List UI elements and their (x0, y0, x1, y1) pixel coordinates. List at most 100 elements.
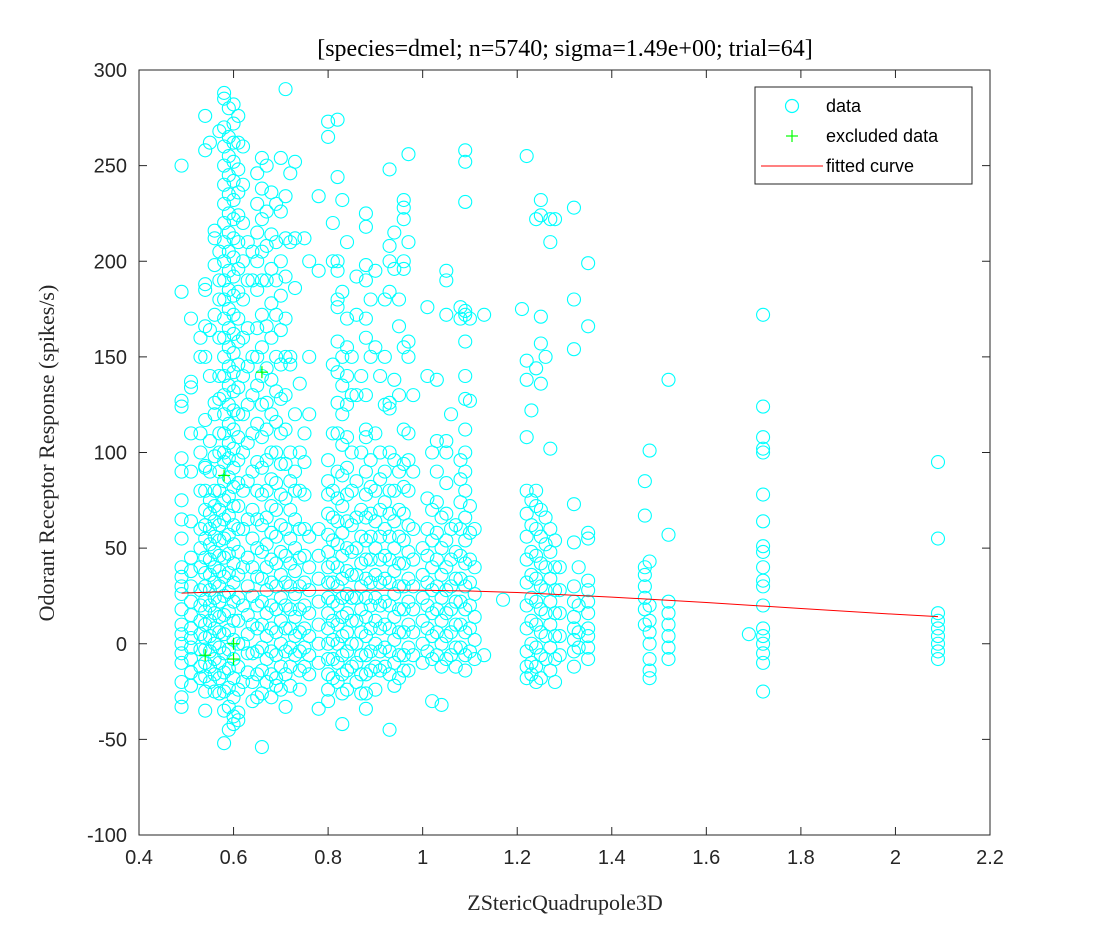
data-point (358, 219, 373, 234)
data-point (533, 602, 548, 617)
data-point (297, 621, 312, 636)
data-point (756, 544, 771, 560)
data-point (524, 667, 539, 682)
data-point (339, 682, 355, 697)
data-point (250, 349, 265, 364)
data-point (462, 393, 477, 408)
data-point (240, 273, 255, 288)
data-point (226, 365, 241, 380)
data-point (382, 445, 397, 460)
data-point (183, 678, 199, 693)
data-point (448, 544, 463, 560)
data-point (581, 256, 596, 271)
data-point (217, 426, 232, 441)
data-point (202, 521, 217, 537)
data-point (756, 629, 771, 644)
data-point (231, 453, 246, 468)
data-point (661, 372, 676, 387)
data-point (477, 307, 492, 322)
data-point (330, 365, 345, 380)
data-point (406, 388, 421, 403)
data-point (311, 548, 326, 563)
data-point (453, 617, 468, 632)
y-tick-label: 200 (94, 251, 127, 273)
data-point (377, 349, 392, 364)
data-point (524, 544, 539, 560)
data-point (231, 682, 246, 697)
data-point (302, 560, 317, 575)
data-point (264, 330, 279, 345)
data-point (311, 655, 326, 670)
data-point (202, 368, 217, 384)
data-point (401, 483, 416, 498)
data-point (297, 487, 312, 502)
data-point (235, 598, 251, 613)
data-point (458, 445, 473, 460)
data-point (443, 552, 459, 567)
data-point (183, 374, 199, 389)
data-point (391, 292, 407, 307)
data-point (278, 644, 293, 659)
data-point (254, 212, 269, 227)
data-point (245, 349, 260, 364)
data-point (311, 636, 326, 651)
data-point (396, 254, 411, 269)
data-point (524, 403, 539, 418)
data-point (387, 372, 402, 387)
data-point (358, 430, 373, 445)
data-point (387, 225, 402, 240)
data-point (434, 697, 449, 713)
data-point (311, 701, 326, 716)
data-point (354, 667, 369, 682)
data-point (269, 384, 284, 399)
data-point (254, 739, 269, 755)
data-point (443, 521, 459, 537)
data-point (217, 736, 232, 751)
data-point (354, 625, 369, 640)
data-point (391, 671, 407, 686)
data-point (401, 617, 416, 632)
legend-label-fit: fitted curve (826, 156, 914, 176)
data-point (377, 571, 392, 586)
data-point (543, 212, 558, 227)
data-point (193, 349, 208, 364)
data-point (335, 437, 350, 452)
data-point (373, 621, 388, 636)
data-point (207, 407, 222, 422)
data-point (344, 590, 359, 605)
y-tick-label: 150 (94, 347, 127, 369)
data-point (581, 573, 596, 588)
data-point (524, 590, 539, 605)
data-point (240, 579, 255, 594)
data-point (302, 407, 317, 422)
data-point (226, 154, 241, 169)
data-point (756, 579, 771, 594)
data-point (202, 674, 217, 690)
data-point (339, 397, 355, 412)
data-point (273, 567, 288, 582)
data-point (273, 456, 288, 472)
data-point (443, 602, 459, 617)
fitted-curve-line (181, 589, 939, 618)
data-point (250, 166, 265, 181)
data-point (391, 388, 407, 403)
data-point (566, 200, 582, 215)
data-point (287, 231, 303, 246)
data-point (278, 311, 293, 326)
data-point (278, 575, 293, 590)
x-tick-label: 0.4 (125, 847, 153, 869)
data-point (581, 594, 596, 609)
data-point (269, 349, 284, 364)
data-point (756, 573, 771, 588)
data-point (368, 567, 383, 582)
data-point (264, 445, 279, 460)
data-point (302, 529, 317, 544)
data-point (325, 594, 340, 609)
data-point (358, 388, 373, 403)
data-point (311, 189, 326, 204)
data-point (458, 303, 473, 319)
data-point (198, 277, 213, 292)
data-point (519, 353, 534, 368)
data-point (335, 717, 350, 732)
data-point (250, 378, 265, 393)
